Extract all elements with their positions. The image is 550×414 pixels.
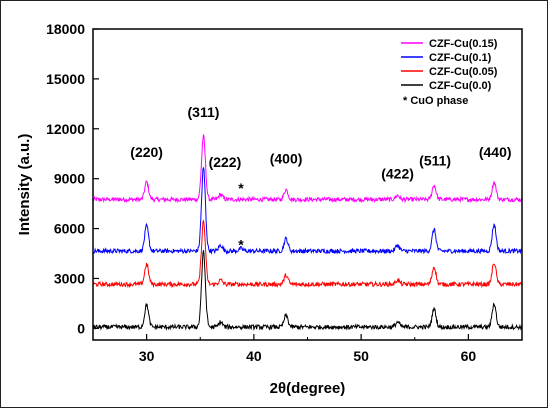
peak-label-3: (400) <box>270 151 303 167</box>
series-line-2 <box>92 219 523 289</box>
series-line-0 <box>92 134 523 204</box>
label-layer: (220) (311) (222) (400) (422) (511) (440) * * <box>130 104 511 252</box>
x-tick-label-3: 60 <box>461 348 477 364</box>
peak-label-1: (311) <box>188 104 220 120</box>
peak-label-4: (422) <box>381 166 414 182</box>
peak-label-2: (222) <box>209 154 242 170</box>
y-tick-label-2: 6000 <box>54 221 85 237</box>
y-axis-title: Intensity (a.u.) <box>16 134 33 236</box>
peak-label-6: (440) <box>479 144 512 160</box>
x-tick-label-0: 30 <box>139 348 155 364</box>
x-tick-label-1: 40 <box>246 348 262 364</box>
legend-cuo-note: * CuO phase <box>403 95 468 107</box>
legend-entry-1: CZF-Cu(0.1) <box>429 52 492 64</box>
axes-layer: 30 40 50 60 0 3000 6000 9000 12000 15000 18000 2θ(d… <box>16 21 523 397</box>
y-tick-label-3: 9000 <box>54 171 85 187</box>
y-tick-label-1: 3000 <box>54 270 85 286</box>
cuo-marker-0: * <box>238 180 244 196</box>
plot-layer <box>92 134 523 331</box>
y-tick-label-4: 12000 <box>46 121 85 137</box>
peak-label-0: (220) <box>130 144 163 160</box>
legend-entry-3: CZF-Cu(0.0) <box>429 80 492 92</box>
y-tick-label-0: 0 <box>77 320 85 336</box>
legend-entry-0: CZF-Cu(0.15) <box>429 38 498 50</box>
peak-label-5: (511) <box>419 152 451 168</box>
x-axis-title: 2θ(degree) <box>270 380 346 397</box>
y-tick-label-6: 18000 <box>46 21 85 37</box>
x-tick-label-2: 50 <box>353 348 369 364</box>
series-line-3 <box>93 250 523 331</box>
legend: CZF-Cu(0.15) CZF-Cu(0.1) CZF-Cu(0.05) CZF-C… <box>401 38 498 107</box>
cuo-marker-1: * <box>238 236 244 252</box>
series-line-1 <box>92 167 523 255</box>
y-tick-label-5: 15000 <box>46 71 85 87</box>
legend-entry-2: CZF-Cu(0.05) <box>429 66 498 78</box>
